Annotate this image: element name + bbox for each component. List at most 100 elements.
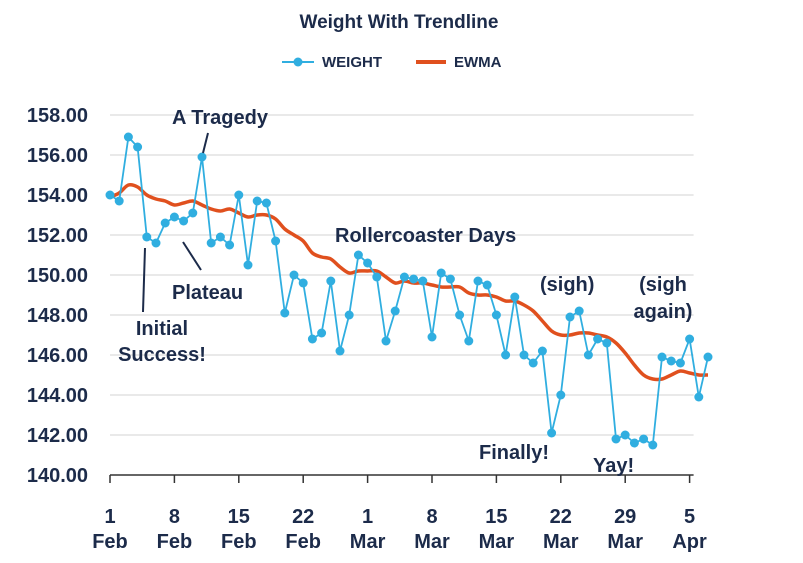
weight-point <box>455 310 465 320</box>
x-tick-label-month: Mar <box>414 531 450 553</box>
annotation-label: again) <box>634 301 693 323</box>
chart-title: Weight With Trendline <box>300 12 499 33</box>
x-tick-label-month: Mar <box>479 531 515 553</box>
weight-point <box>620 430 630 440</box>
weight-point <box>409 274 419 284</box>
legend-weight-label: WEIGHT <box>322 54 382 71</box>
weight-point <box>344 310 354 320</box>
annotation-label: Initial <box>136 318 188 340</box>
weight-point <box>390 306 400 316</box>
weight-point <box>445 274 455 284</box>
gridlines <box>110 114 694 476</box>
x-tick-label-month: Mar <box>350 531 386 553</box>
x-tick-label-day: 8 <box>169 506 180 528</box>
weight-point <box>675 358 685 368</box>
annotation-label: Finally! <box>479 442 549 464</box>
weight-series-line <box>109 134 709 447</box>
weight-point <box>105 190 115 200</box>
weight-point <box>261 198 271 208</box>
legend-ewma-label: EWMA <box>454 54 502 71</box>
weight-point <box>142 232 152 242</box>
weight-point <box>234 190 244 200</box>
legend-item-ewma: EWMA <box>416 54 502 71</box>
weight-point <box>666 356 676 366</box>
weight-point <box>694 392 704 402</box>
x-tick-label-month: Apr <box>672 531 707 553</box>
weight-point <box>372 272 382 282</box>
x-tick-label-day: 15 <box>228 506 250 528</box>
y-tick-label: 140.00 <box>27 465 88 487</box>
ewma-series-line <box>109 182 709 382</box>
annotation-leader <box>182 241 202 271</box>
weight-point <box>307 334 317 344</box>
weight-point <box>418 276 428 286</box>
x-tick-label-day: 15 <box>485 506 507 528</box>
weight-point <box>537 346 547 356</box>
weight-point <box>206 238 216 248</box>
weight-point <box>243 260 253 270</box>
x-tick-label-month: Feb <box>285 531 321 553</box>
x-tick-label-day: 22 <box>550 506 572 528</box>
annotation-label: (sigh) <box>540 274 594 296</box>
y-tick-label: 146.00 <box>27 345 88 367</box>
weight-point <box>602 338 612 348</box>
weight-point <box>703 352 713 362</box>
weight-point <box>519 350 529 360</box>
weight-point <box>317 328 327 338</box>
weight-point <box>528 358 538 368</box>
weight-point <box>556 390 566 400</box>
y-tick-label: 144.00 <box>27 385 88 407</box>
y-tick-label: 154.00 <box>27 185 88 207</box>
x-tick-label-day: 8 <box>426 506 437 528</box>
annotation-leader <box>202 132 209 154</box>
weight-point <box>326 276 336 286</box>
x-tick-label-day: 29 <box>614 506 636 528</box>
annotation-label: (sigh <box>639 274 687 296</box>
weight-point <box>574 306 584 316</box>
weight-point <box>547 428 557 438</box>
annotations: A Tragedy Initial Success! Plateau Rollercoa… <box>118 107 692 477</box>
y-tick-label: 156.00 <box>27 145 88 167</box>
x-tick-label-month: Mar <box>543 531 579 553</box>
weight-point <box>464 336 474 346</box>
weight-point <box>427 332 437 342</box>
weight-point <box>583 350 593 360</box>
weight-point <box>114 196 124 206</box>
legend-item-weight: WEIGHT <box>282 54 382 71</box>
weight-point <box>289 270 299 280</box>
weight-point <box>565 312 575 322</box>
legend: WEIGHT EWMA <box>282 54 502 71</box>
plot-area <box>105 132 713 450</box>
weight-point <box>685 334 695 344</box>
weight-point <box>179 216 189 226</box>
weight-point <box>271 236 281 246</box>
weight-point <box>169 212 179 222</box>
weight-point <box>473 276 483 286</box>
weight-point <box>629 438 639 448</box>
y-tick-label: 150.00 <box>27 265 88 287</box>
annotation-label: Yay! <box>593 455 634 477</box>
y-tick-label: 152.00 <box>27 225 88 247</box>
weight-point <box>648 440 658 450</box>
weight-point <box>501 350 511 360</box>
y-axis-ticks: 140.00 142.00 144.00 146.00 148.00 150.00 152.… <box>27 105 88 487</box>
y-tick-label: 148.00 <box>27 305 88 327</box>
x-tick-label-day: 22 <box>292 506 314 528</box>
x-tick-label-month: Feb <box>157 531 193 553</box>
weight-point <box>133 142 143 152</box>
x-tick-label-month: Feb <box>221 531 257 553</box>
weight-point <box>611 434 621 444</box>
weight-point <box>657 352 667 362</box>
annotation-leader <box>142 247 146 313</box>
x-tick-label-month: Feb <box>92 531 128 553</box>
weight-point <box>123 132 133 142</box>
weight-point <box>491 310 501 320</box>
weight-point <box>399 272 409 282</box>
annotation-label: Rollercoaster Days <box>335 225 516 247</box>
legend-weight-marker <box>293 57 303 67</box>
weight-point <box>482 280 492 290</box>
x-tick-label-day: 1 <box>104 506 115 528</box>
y-tick-label: 158.00 <box>27 105 88 127</box>
weight-point <box>160 218 170 228</box>
